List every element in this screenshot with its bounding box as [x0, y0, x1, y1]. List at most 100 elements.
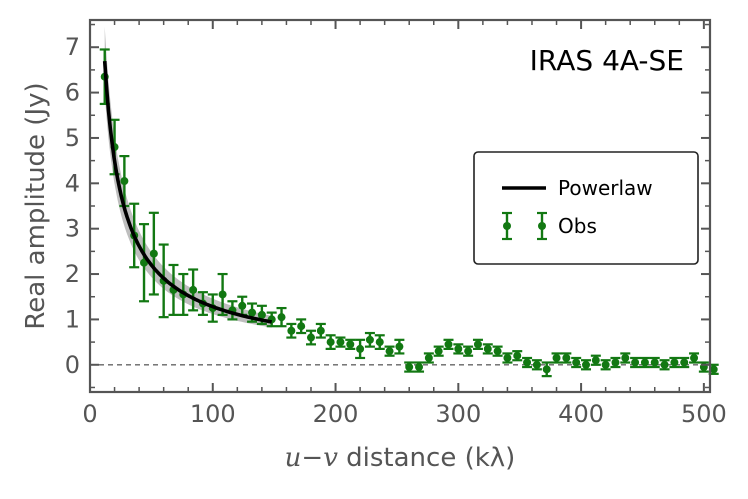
- obs-marker: [523, 358, 532, 367]
- obs-point: [345, 338, 356, 351]
- obs-point: [443, 338, 454, 351]
- obs-marker: [660, 360, 669, 369]
- y-tick-label: 5: [65, 124, 80, 152]
- obs-marker: [690, 353, 699, 362]
- obs-marker: [415, 363, 424, 372]
- obs-marker: [238, 301, 247, 310]
- obs-marker: [336, 338, 345, 347]
- obs-point: [423, 352, 434, 364]
- y-axis-label: Real amplitude (Jy): [21, 82, 51, 329]
- y-tick-label: 1: [65, 305, 80, 333]
- obs-point: [286, 322, 297, 339]
- obs-marker: [149, 249, 158, 258]
- obs-point: [492, 345, 503, 357]
- obs-point: [158, 243, 169, 319]
- obs-marker: [326, 338, 335, 347]
- obs-point: [266, 311, 277, 328]
- obs-marker: [248, 308, 257, 317]
- x-axis-ticks: 0 100 200 300 400 500: [82, 20, 727, 428]
- obs-point: [325, 334, 336, 351]
- obs-marker: [709, 365, 718, 374]
- obs-point: [276, 306, 287, 328]
- obs-point: [404, 361, 415, 373]
- legend-obs-marker: [538, 222, 546, 230]
- obs-marker: [572, 358, 581, 367]
- obs-marker: [120, 177, 129, 186]
- obs-point: [639, 356, 650, 369]
- obs-point: [600, 359, 611, 371]
- legend-obs-label: Obs: [558, 214, 597, 238]
- x-tick-label: 200: [313, 400, 359, 428]
- legend-box: [473, 151, 699, 265]
- obs-point: [374, 334, 385, 351]
- obs-marker: [464, 347, 473, 356]
- obs-point: [590, 354, 601, 366]
- obs-point: [453, 343, 464, 355]
- obs-marker: [316, 326, 325, 335]
- legend-powerlaw-label: Powerlaw: [558, 176, 653, 200]
- obs-point: [148, 211, 159, 296]
- y-axis-ticks: 0 1 2 3 4 5 6 7: [65, 23, 710, 389]
- x-tick-label: 400: [558, 400, 604, 428]
- obs-point: [679, 356, 690, 369]
- x-axis-label: u−v distance (kλ): [285, 443, 516, 473]
- obs-point: [384, 345, 395, 357]
- obs-marker: [444, 340, 453, 349]
- x-axis-variable: u−v: [285, 443, 339, 473]
- y-tick-label: 6: [65, 79, 80, 107]
- obs-marker: [483, 344, 492, 353]
- obs-point: [305, 329, 316, 346]
- obs-point: [355, 338, 366, 360]
- obs-marker: [493, 347, 502, 356]
- obs-marker: [434, 347, 443, 356]
- source-annotation: IRAS 4A-SE: [530, 44, 684, 77]
- obs-point: [139, 223, 150, 303]
- obs-marker: [365, 335, 374, 344]
- obs-marker: [375, 338, 384, 347]
- obs-marker: [601, 360, 610, 369]
- obs-marker: [306, 333, 315, 342]
- obs-marker: [552, 353, 561, 362]
- obs-marker: [562, 353, 571, 362]
- x-tick-label: 500: [681, 400, 727, 428]
- y-tick-label: 7: [65, 33, 80, 61]
- y-tick-label: 3: [65, 215, 80, 243]
- obs-point: [315, 322, 326, 339]
- obs-marker: [346, 340, 355, 349]
- obs-marker: [473, 340, 482, 349]
- x-tick-label: 300: [435, 400, 481, 428]
- obs-point: [217, 272, 228, 316]
- legend: Powerlaw Obs: [473, 151, 699, 265]
- obs-point: [551, 352, 562, 364]
- obs-point: [414, 361, 425, 373]
- obs-marker: [405, 363, 414, 372]
- obs-point: [541, 361, 552, 378]
- obs-point: [296, 318, 307, 335]
- obs-point: [620, 352, 631, 364]
- obs-marker: [297, 322, 306, 331]
- obs-marker: [277, 313, 286, 322]
- y-tick-label: 2: [65, 260, 80, 288]
- obs-point: [571, 356, 582, 369]
- obs-point: [659, 359, 670, 371]
- obs-point: [581, 359, 591, 371]
- obs-point: [502, 352, 513, 364]
- obs-marker: [385, 347, 394, 356]
- y-tick-label: 4: [65, 169, 80, 197]
- obs-point: [512, 350, 523, 362]
- obs-marker: [257, 310, 266, 319]
- obs-marker: [680, 358, 689, 367]
- obs-marker: [513, 351, 522, 360]
- obs-marker: [582, 360, 590, 369]
- obs-marker: [454, 344, 463, 353]
- obs-marker: [395, 342, 404, 351]
- powerlaw-uncertainty-band: [104, 26, 272, 328]
- obs-point: [433, 345, 444, 357]
- powerlaw-fit-line: [102, 60, 273, 324]
- obs-point: [394, 338, 405, 355]
- obs-marker: [189, 285, 198, 294]
- obs-marker: [670, 358, 679, 367]
- y-tick-label: 0: [65, 351, 80, 379]
- obs-marker: [287, 326, 296, 335]
- obs-point: [669, 356, 680, 369]
